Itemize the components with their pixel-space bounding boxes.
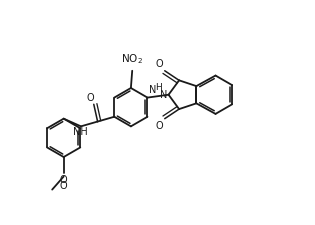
Text: NH: NH	[73, 127, 88, 137]
Text: O: O	[60, 181, 67, 191]
Text: O: O	[86, 93, 94, 103]
Text: N: N	[160, 90, 167, 100]
Text: O: O	[60, 175, 67, 185]
Text: H: H	[155, 83, 161, 92]
Text: N: N	[149, 85, 157, 95]
Text: NO$_2$: NO$_2$	[121, 52, 143, 66]
Text: O: O	[156, 59, 163, 69]
Text: O: O	[156, 121, 163, 131]
